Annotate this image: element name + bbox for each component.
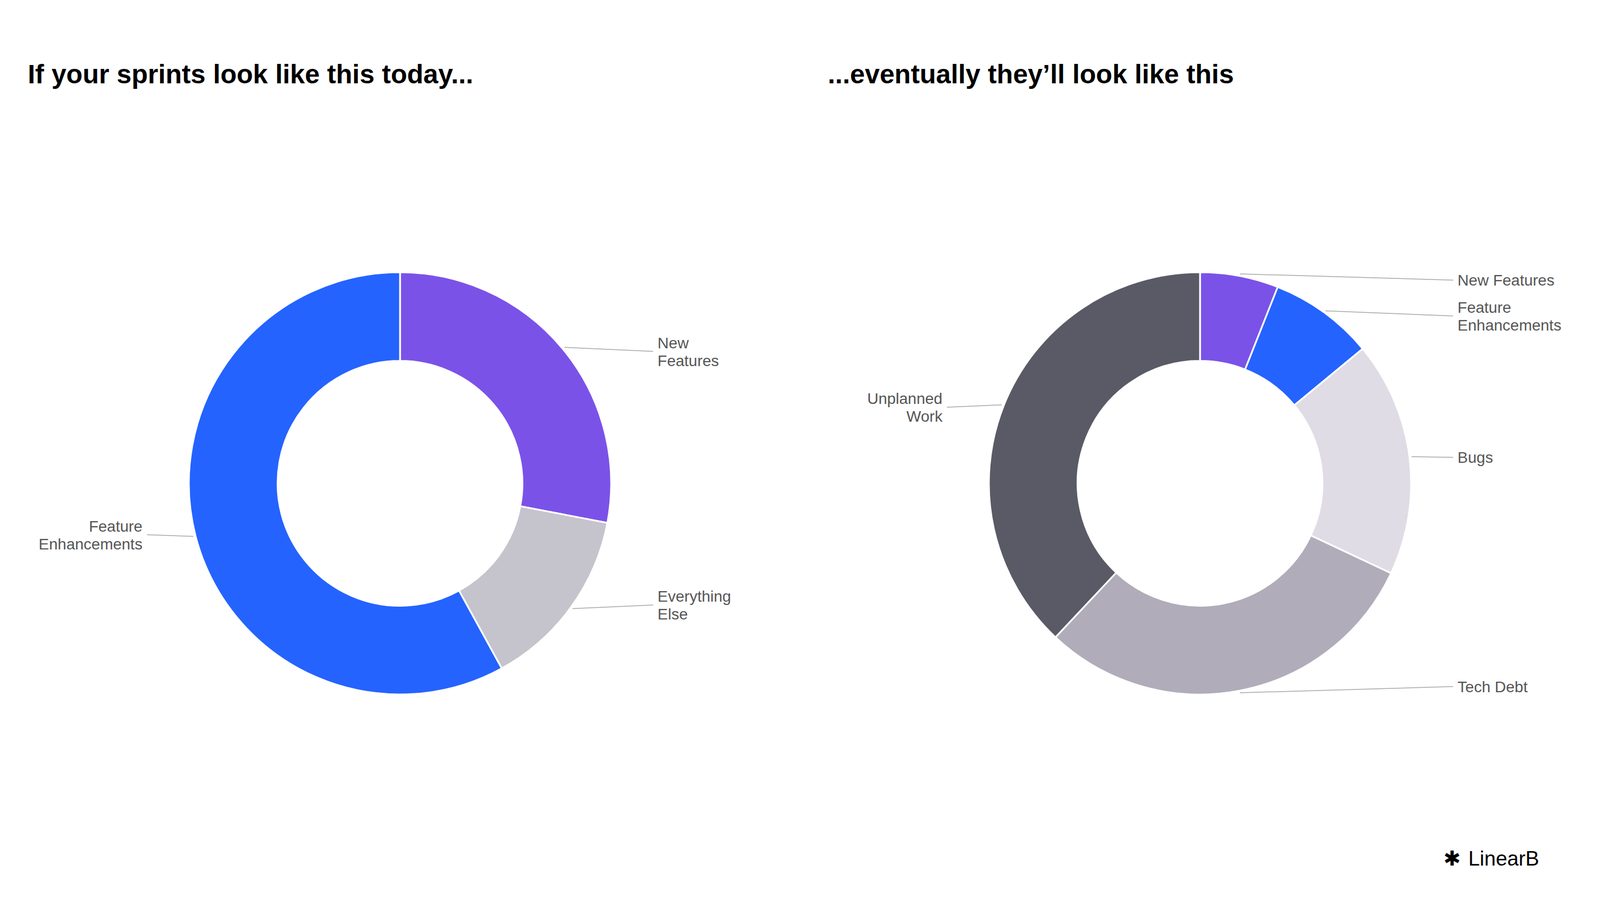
slice-label: Bugs [1457,448,1494,467]
annotation: LinearB [1468,847,1540,870]
leader-line [1411,456,1454,458]
leader-line [564,347,654,352]
slice-label: Tech Debt [1457,678,1528,696]
slices [988,272,1412,695]
leader-line [946,405,1002,408]
chart-title: If your sprints look like this today... [27,59,474,89]
donut-slice [188,272,502,695]
slice-label: New Features [1457,271,1555,289]
slice-label: UnplannedWork [867,390,943,425]
donut-slice [988,272,1200,638]
leader-line [146,535,194,537]
leader-line [1240,273,1454,280]
donut-panel: If your sprints look like this today... N… [27,59,732,695]
slices [188,272,612,695]
labels: NewFeatures EverythingElse FeatureEnhancem… [38,334,732,623]
slice-label: FeatureEnhancements [1457,298,1562,334]
donut-panel: ...eventually they’ll look like this New … [827,59,1562,696]
annotation: ✱ [1443,847,1461,870]
leader-line [1240,686,1454,693]
chart-title: ...eventually they’ll look like this [827,59,1234,89]
leader-line [572,605,654,609]
slice-label: NewFeatures [657,334,720,370]
chart-root: If your sprints look like this today... N… [0,0,1600,900]
annotations: LinearB ✱ [1443,847,1540,870]
slice-label: FeatureEnhancements [38,517,143,553]
leader-line [1325,310,1454,316]
donut-slice [1055,535,1392,695]
slice-label: EverythingElse [657,587,732,623]
donut-slice [400,272,612,523]
labels: New Features FeatureEnhancements Bugs Tech … [867,271,1562,696]
